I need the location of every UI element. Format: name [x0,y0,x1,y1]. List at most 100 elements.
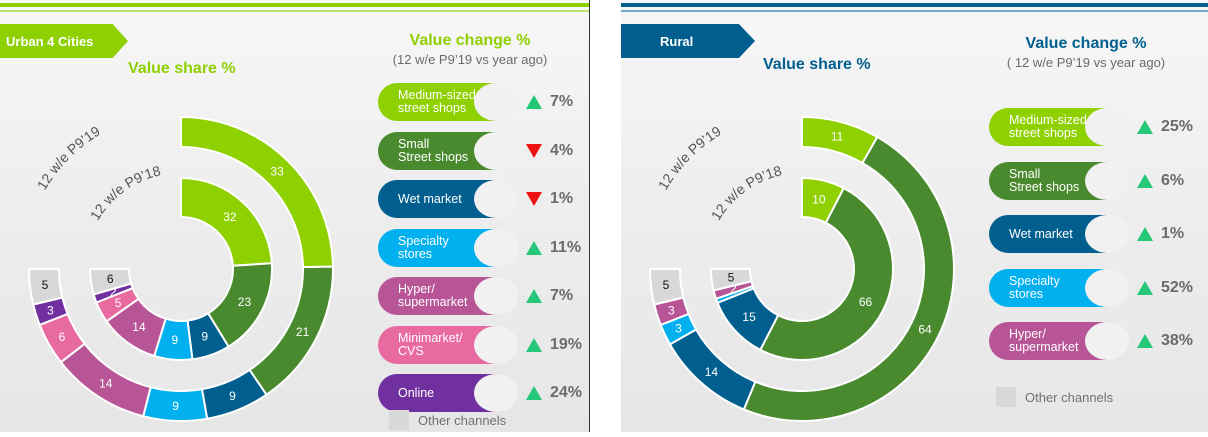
segment-tag-label: Rural [660,33,694,49]
value-change: 7% [526,287,573,305]
value-change: 11% [526,239,581,257]
value-change-subtitle: ( 12 w/e P9’19 vs year ago) [1006,55,1166,70]
ring-label-inner: 12 w/e P9’18 [87,162,163,223]
ring-label-outer: 12 w/e P9’19 [655,123,724,193]
donut-segment-outer-other [27,268,64,306]
arrow-down-icon [526,143,542,158]
arrow-up-icon [1137,334,1153,348]
data-label: 9 [172,399,179,413]
pill-notch [1085,322,1129,360]
legend-swatch [389,410,409,430]
channel-label: Minimarket/ CVS [398,330,463,358]
channel-pill: Hyper/ supermarket [378,277,518,315]
ring-label-text: 12 w/e P9’18 [87,162,163,223]
channel-pill: Small Street shops [378,131,518,170]
channel-label: Specialty stores [1009,273,1060,301]
data-label: 2 [730,282,737,296]
channel-label: Small Street shops [1009,166,1080,194]
channel-pill: Minimarket/ CVS [378,325,518,364]
data-label: 33 [270,164,284,178]
value-change-title: Value change % [1025,35,1147,52]
value-change-percent: 38% [1161,332,1194,349]
data-label: 9 [201,329,208,343]
pill-notch [474,180,518,218]
arrow-up-icon [1137,173,1153,188]
channel-label: Small Street shops [398,136,469,164]
segment-tag-label: Urban 4 Cities [6,33,94,49]
segment-tag: Urban 4 Cities [0,24,128,58]
value-share-title: Value share % [128,60,236,77]
value-change-percent: 11% [550,238,582,256]
data-label: 11 [831,130,844,144]
data-label: 3 [675,321,682,335]
data-label: 6 [107,272,114,286]
top-rule-thin [0,10,589,12]
ring-label-text: 12 w/e P9’19 [655,123,724,193]
channel-pill: Medium-sized street shops [989,108,1129,146]
value-change-percent: 7% [550,93,574,110]
value-change-percent: 24% [550,384,583,401]
segment-tag: Rural [621,24,755,58]
data-label: 32 [223,210,237,224]
channel-pill: Specialty stores [378,228,518,267]
pill-notch [1085,108,1129,146]
data-label: 5 [663,278,670,292]
legend-other-channels: Other channels [389,410,506,430]
pill-notch [474,325,518,364]
arrow-up-icon [1137,120,1153,134]
value-change-title: Value change % [409,32,531,49]
value-change-percent: 1% [1161,225,1185,242]
channel-pill: Medium-sized street shops [378,83,518,121]
data-label: 21 [296,325,310,339]
value-change: 19% [526,336,582,354]
value-change: 4% [526,142,573,160]
ring-label-outer: 12 w/e P9’19 [34,123,103,193]
data-label: 5 [42,278,49,292]
data-label: 5 [728,270,735,284]
pill-notch [474,228,518,267]
pill-notch [1085,215,1129,253]
value-change: 1% [1137,225,1184,243]
value-change-percent: 19% [550,335,583,353]
arrow-up-icon [526,289,542,303]
data-label: 2 [110,285,117,299]
value-change: 7% [526,93,573,111]
ring-label-inner: 12 w/e P9’18 [708,162,784,223]
channel-label: Wet market [398,191,462,206]
channel-label: Specialty stores [398,233,449,261]
legend-other-channels: Other channels [996,387,1113,407]
arrow-up-icon [526,386,542,400]
legend-label: Other channels [418,412,507,428]
pill-notch [1085,268,1129,307]
arrow-up-icon [526,95,542,109]
donut-segment-outer-small [742,135,955,422]
channel-pill: Hyper/ supermarket [989,322,1129,360]
legend-label: Other channels [1025,389,1114,405]
pill-notch [1085,161,1129,200]
value-change-subtitle: (12 w/e P9’19 vs year ago) [392,52,548,67]
legend-swatch [996,387,1016,407]
channel-label: Wet market [1009,226,1073,241]
data-label: 6 [59,330,66,344]
pill-notch [474,83,518,121]
arrow-up-icon [1137,227,1153,241]
pill-notch [474,131,518,170]
top-rule [621,3,1208,7]
rural-panel: Rural Value share % Value change % ( 12 … [621,0,1208,432]
channel-label: Hyper/ supermarket [398,282,468,309]
data-label: 66 [859,295,873,309]
data-label: 64 [918,322,932,336]
value-change-percent: 25% [1161,118,1194,135]
pill-notch [474,374,518,412]
pill-notch [474,277,518,315]
channel-pill: Wet market [378,180,518,218]
value-change: 38% [1137,332,1193,350]
data-label: 14 [132,320,146,334]
value-change: 1% [526,190,573,208]
value-change: 52% [1137,279,1193,297]
channel-pill: Small Street shops [989,161,1129,200]
top-rule [0,3,589,7]
channel-label: Hyper/ supermarket [1009,327,1079,354]
value-change-percent: 7% [550,287,574,304]
